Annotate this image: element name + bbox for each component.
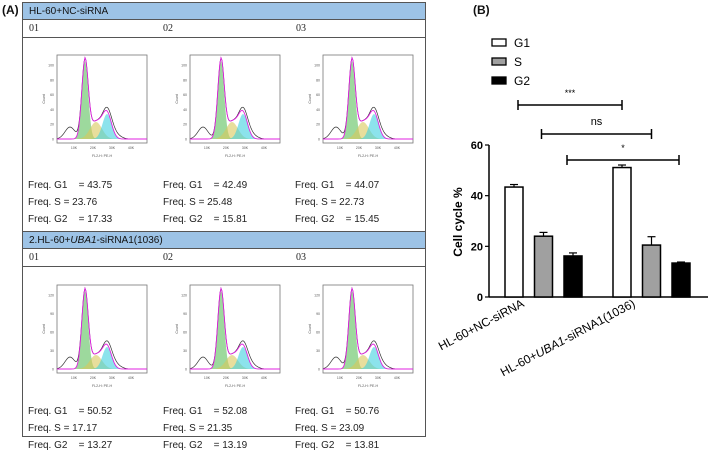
freq-g2: Freq. G2 = 15.45: [295, 214, 380, 225]
y-tick-label: 20: [471, 241, 483, 253]
gene-name: UBA1: [70, 235, 97, 246]
replicate-id: 02: [163, 252, 173, 263]
bar-g2: [563, 255, 583, 298]
freq-s: Freq. S = 25.48: [163, 197, 233, 208]
significance-label: ns: [591, 116, 603, 128]
freq-g1: Freq. G1 = 43.75: [28, 180, 113, 191]
y-tick-label: 60: [471, 140, 483, 152]
y-tick-label: 0: [477, 292, 483, 304]
group-title: -siRNA1(1036): [96, 235, 163, 246]
category-label: HL-60+NC-siRNA: [436, 296, 526, 353]
legend-label: G1: [514, 36, 530, 50]
replicate-id: 03: [296, 23, 306, 34]
y-axis-label: Cell cycle %: [451, 187, 465, 257]
group-title: HL-60+NC-siRNA: [29, 6, 109, 17]
bar-s: [533, 235, 554, 298]
bar-g1: [612, 166, 632, 298]
panel-b-label: (B): [473, 3, 490, 17]
legend-label: S: [514, 55, 522, 69]
legend-label: G2: [514, 74, 530, 88]
bar-g1: [504, 186, 524, 298]
freq-s: Freq. S = 22.73: [295, 197, 365, 208]
freq-s: Freq. S = 23.09: [295, 423, 365, 434]
freq-g2: Freq. G2 = 17.33: [28, 214, 113, 225]
legend-swatch-s: [491, 57, 507, 66]
freq-s: Freq. S = 21.35: [163, 423, 233, 434]
y-tick-label: 40: [471, 191, 483, 203]
replicate-row: 01 02 03: [23, 249, 425, 267]
bar-s: [641, 244, 662, 298]
freq-g2: Freq. G2 = 13.81: [295, 440, 380, 451]
freq-g2: Freq. G2 = 13.19: [163, 440, 248, 451]
replicate-id: 02: [163, 23, 173, 34]
group-title: 2.HL-60+: [29, 235, 71, 246]
freq-g1: Freq. G1 = 50.52: [28, 406, 113, 417]
replicate-id: 01: [29, 252, 39, 263]
freq-s: Freq. S = 23.76: [28, 197, 98, 208]
panel-a-label: (A): [2, 3, 19, 17]
legend-swatch-g2: [491, 76, 507, 85]
freq-g2: Freq. G2 = 15.81: [163, 214, 248, 225]
significance-label: *: [621, 143, 625, 153]
freq-g1: Freq. G1 = 50.76: [295, 406, 380, 417]
freq-s: Freq. S = 17.17: [28, 423, 98, 434]
freq-g1: Freq. G1 = 44.07: [295, 180, 380, 191]
panel-a: HL-60+NC-siRNA 01 02 03 2.HL-60+UBA1-siR…: [22, 2, 426, 451]
replicate-row: 01 02 03: [23, 20, 425, 38]
replicate-id: 01: [29, 23, 39, 34]
significance-label: ***: [565, 88, 576, 98]
freq-g2: Freq. G2 = 13.27: [28, 440, 113, 451]
replicate-id: 03: [296, 252, 306, 263]
group-2-header: 2.HL-60+UBA1-siRNA1(1036): [23, 231, 425, 249]
bar-g2: [671, 262, 691, 298]
freq-g1: Freq. G1 = 52.08: [163, 406, 248, 417]
freq-g1: Freq. G1 = 42.49: [163, 180, 248, 191]
group-1-header: HL-60+NC-siRNA: [23, 2, 425, 20]
legend-swatch-g1: [491, 38, 507, 47]
